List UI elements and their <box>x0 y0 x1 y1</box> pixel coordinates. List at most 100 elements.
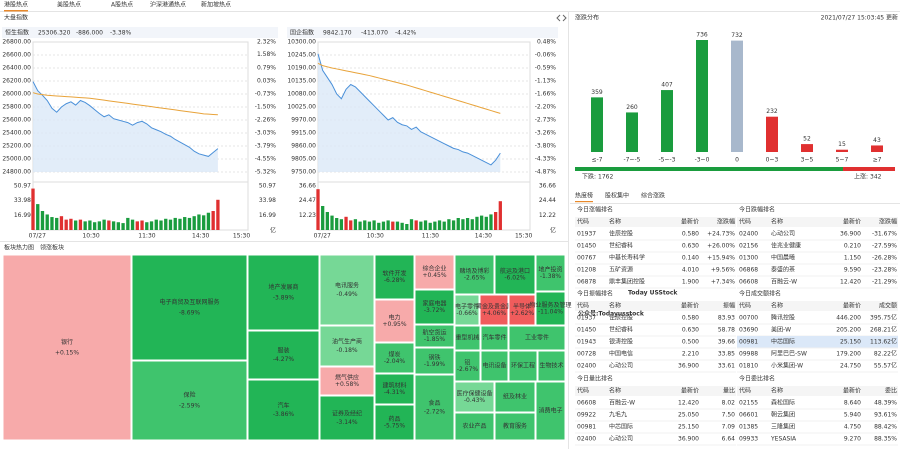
table-cell: 58.78 <box>718 327 735 334</box>
heatmap-cell[interactable] <box>247 254 320 331</box>
heatmap-cell[interactable] <box>414 324 455 348</box>
table-cell[interactable]: 佳兆业健康 <box>771 242 801 250</box>
heatmap-cell[interactable] <box>414 254 455 290</box>
nav-tab[interactable]: 港股热点 <box>4 1 28 9</box>
nav-tab[interactable]: 沪深港通热点 <box>150 1 186 9</box>
nav-tab[interactable]: A股热点 <box>111 1 133 9</box>
down-count: 1762 <box>598 174 613 181</box>
table-cell[interactable]: 中芯国际 <box>771 338 795 346</box>
heatmap-cell[interactable] <box>494 381 536 413</box>
dist-value: 736 <box>696 32 708 39</box>
cell-name: 燃气供应 <box>335 374 359 382</box>
nav-tab[interactable]: 美股热点 <box>57 1 81 9</box>
table-cell[interactable]: 百融云-W <box>771 278 797 286</box>
table-cell[interactable]: 朝云集团 <box>771 411 795 419</box>
table-cell[interactable]: 美团-W <box>771 326 791 334</box>
rank-tab[interactable]: 综合涨跌 <box>641 192 665 200</box>
heatmap-cell[interactable] <box>454 294 480 326</box>
table-cell[interactable]: 九毛九 <box>609 411 627 419</box>
table-cell[interactable]: 中芯国际 <box>609 423 633 431</box>
heatmap-cell[interactable] <box>374 254 415 300</box>
y2-tick-label: 0.03% <box>257 77 276 84</box>
table-cell[interactable]: 森松国际 <box>771 399 795 407</box>
table-cell[interactable]: 佳辰控股 <box>609 230 633 238</box>
heatmap-cell[interactable] <box>454 381 495 413</box>
heatmap-cell[interactable] <box>131 254 248 361</box>
heatmap-cell[interactable] <box>535 254 566 292</box>
next-icon[interactable] <box>562 14 567 22</box>
heatmap-cell[interactable] <box>374 342 415 374</box>
table-cell: 06608 <box>739 279 758 286</box>
table-cell[interactable]: 世纪睿科 <box>609 326 633 334</box>
table-cell[interactable]: YESASIA <box>770 436 797 443</box>
table-cell: 0.210 <box>844 243 861 250</box>
table-title: 今日涨幅排名 <box>577 206 613 214</box>
cell-name: 证券及经纪 <box>332 410 362 418</box>
table-cell[interactable]: 腾讯控股 <box>771 314 795 322</box>
heatmap-cell[interactable] <box>414 347 455 375</box>
heatmap-cell[interactable] <box>319 395 375 441</box>
table-cell[interactable]: 心动公司 <box>609 363 633 370</box>
heatmap-cell[interactable] <box>247 379 320 441</box>
heatmap-cell[interactable] <box>2 254 132 441</box>
table-cell[interactable]: 中国电信 <box>609 350 633 358</box>
table-cell[interactable]: 银涛控股 <box>609 338 633 346</box>
nav-tab[interactable]: 新加坡热点 <box>201 1 231 9</box>
table-cell[interactable]: 阿里巴巴-SW <box>771 350 807 358</box>
table-cell[interactable]: 泰盛的茶 <box>771 266 795 274</box>
heatmap-cell[interactable] <box>319 325 375 367</box>
heatmap-cell[interactable] <box>454 325 481 351</box>
selected-row[interactable] <box>737 336 898 348</box>
table-cell[interactable]: 中国晨曦 <box>771 254 795 262</box>
table-cell[interactable]: 鼎丰集团控股 <box>609 278 645 286</box>
index-name[interactable]: 恒生指数 <box>5 29 29 37</box>
table-cell[interactable]: 心动公司 <box>771 231 795 238</box>
heatmap-cell[interactable] <box>374 299 415 343</box>
heatmap-title[interactable]: 板块热力图 <box>4 244 34 252</box>
volume-bar <box>335 217 339 230</box>
heatmap-cell[interactable] <box>454 254 495 295</box>
table-cell[interactable]: 中基长寿科学 <box>609 254 645 262</box>
heatmap-cell[interactable] <box>535 381 566 441</box>
heatmap-cell[interactable] <box>414 289 455 325</box>
dist-value: 15 <box>838 141 846 148</box>
heatmap-cell[interactable] <box>479 294 509 326</box>
table-cell: 25.050 <box>678 412 699 419</box>
table-cell: 02400 <box>577 363 596 370</box>
table-cell[interactable]: 小米集团-W <box>771 362 803 370</box>
heatmap-cell[interactable] <box>454 412 495 441</box>
heatmap-cell[interactable] <box>508 325 566 351</box>
volume-bar <box>437 220 442 230</box>
heatmap-cell[interactable] <box>131 360 248 441</box>
table-cell[interactable]: 世纪睿科 <box>609 242 633 250</box>
table-cell[interactable]: 三隆集团 <box>771 423 795 431</box>
heatmap-cell[interactable] <box>374 373 415 405</box>
heatmap-cell[interactable] <box>454 350 481 382</box>
heatmap-cell[interactable] <box>494 412 536 441</box>
heatmap-cell[interactable] <box>374 404 415 441</box>
heatmap-cell[interactable] <box>247 330 320 380</box>
table-cell[interactable]: 百融云-W <box>609 399 635 407</box>
heatmap-tab[interactable]: 领涨板块 <box>40 244 64 252</box>
index-name[interactable]: 国企指数 <box>290 29 314 37</box>
heatmap-cell[interactable] <box>508 294 536 326</box>
heatmap-cell[interactable] <box>508 350 538 382</box>
heatmap-cell[interactable] <box>319 366 375 396</box>
heatmap-cell[interactable] <box>537 350 566 382</box>
rank-tab[interactable]: 热度榜 <box>575 192 593 200</box>
prev-icon[interactable] <box>556 14 561 22</box>
price-area <box>318 53 501 173</box>
heatmap-cell[interactable] <box>494 254 536 295</box>
rank-tab[interactable]: 股权集中 <box>605 192 629 200</box>
table-cell[interactable]: 五矿资源 <box>609 266 633 274</box>
heatmap-cell[interactable] <box>480 350 509 382</box>
volume-bar <box>121 223 125 230</box>
heatmap-cell[interactable] <box>414 374 455 441</box>
heatmap-cell[interactable] <box>319 254 375 326</box>
heatmap-cell[interactable] <box>480 325 509 351</box>
heatmap-cell[interactable] <box>535 291 566 326</box>
table-cell[interactable]: 佳辰控股 <box>609 314 633 322</box>
column-header: 代码 <box>739 302 751 310</box>
price-line <box>32 81 219 157</box>
table-cell[interactable]: 心动公司 <box>609 436 633 443</box>
